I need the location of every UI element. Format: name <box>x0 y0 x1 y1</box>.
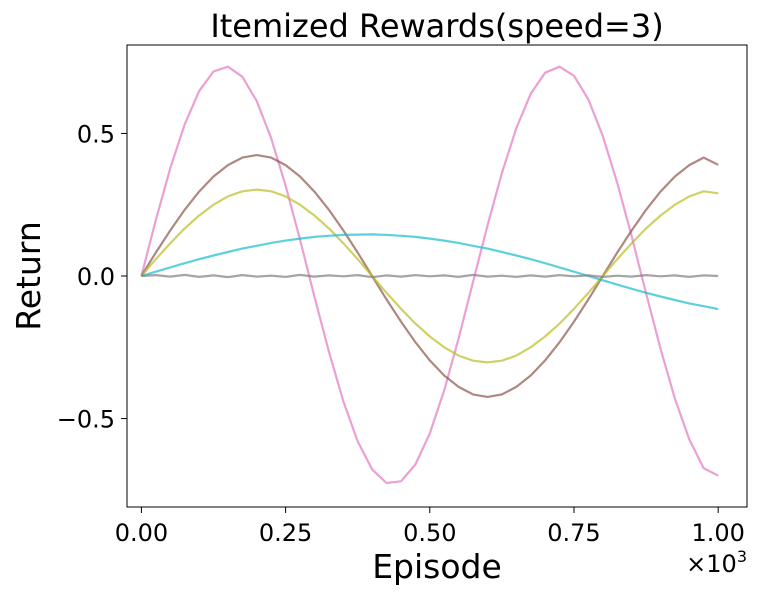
x-tick-label: 0.75 <box>547 519 600 547</box>
chart-title: Itemized Rewards(speed=3) <box>210 7 663 45</box>
x-tick-label: 0.00 <box>115 519 168 547</box>
plot-frame <box>126 44 748 508</box>
x-axis-multiplier-exponent: 3 <box>737 547 747 566</box>
tick-layer: 0.00 0.25 0.50 0.75 1.00 −0.5 0.0 0.5 <box>57 120 745 547</box>
y-axis-label: Return <box>9 221 48 331</box>
series-line-4 <box>141 273 719 279</box>
y-tick-label: −0.5 <box>57 406 115 434</box>
series-line-0 <box>140 65 719 485</box>
series-line-3 <box>141 233 719 311</box>
y-tick-label: 0.5 <box>77 120 115 148</box>
series-layer <box>140 65 719 485</box>
series-line-1 <box>140 154 719 398</box>
x-axis-label: Episode <box>372 547 502 586</box>
series-line-2 <box>140 188 719 364</box>
x-tick-label: 0.25 <box>259 519 312 547</box>
y-tick-label: 0.0 <box>77 263 115 291</box>
x-axis-multiplier-base: ×10 <box>686 550 737 578</box>
x-tick-label: 0.50 <box>403 519 456 547</box>
x-tick-label: 1.00 <box>691 519 744 547</box>
x-axis-multiplier: ×103 <box>686 547 747 578</box>
